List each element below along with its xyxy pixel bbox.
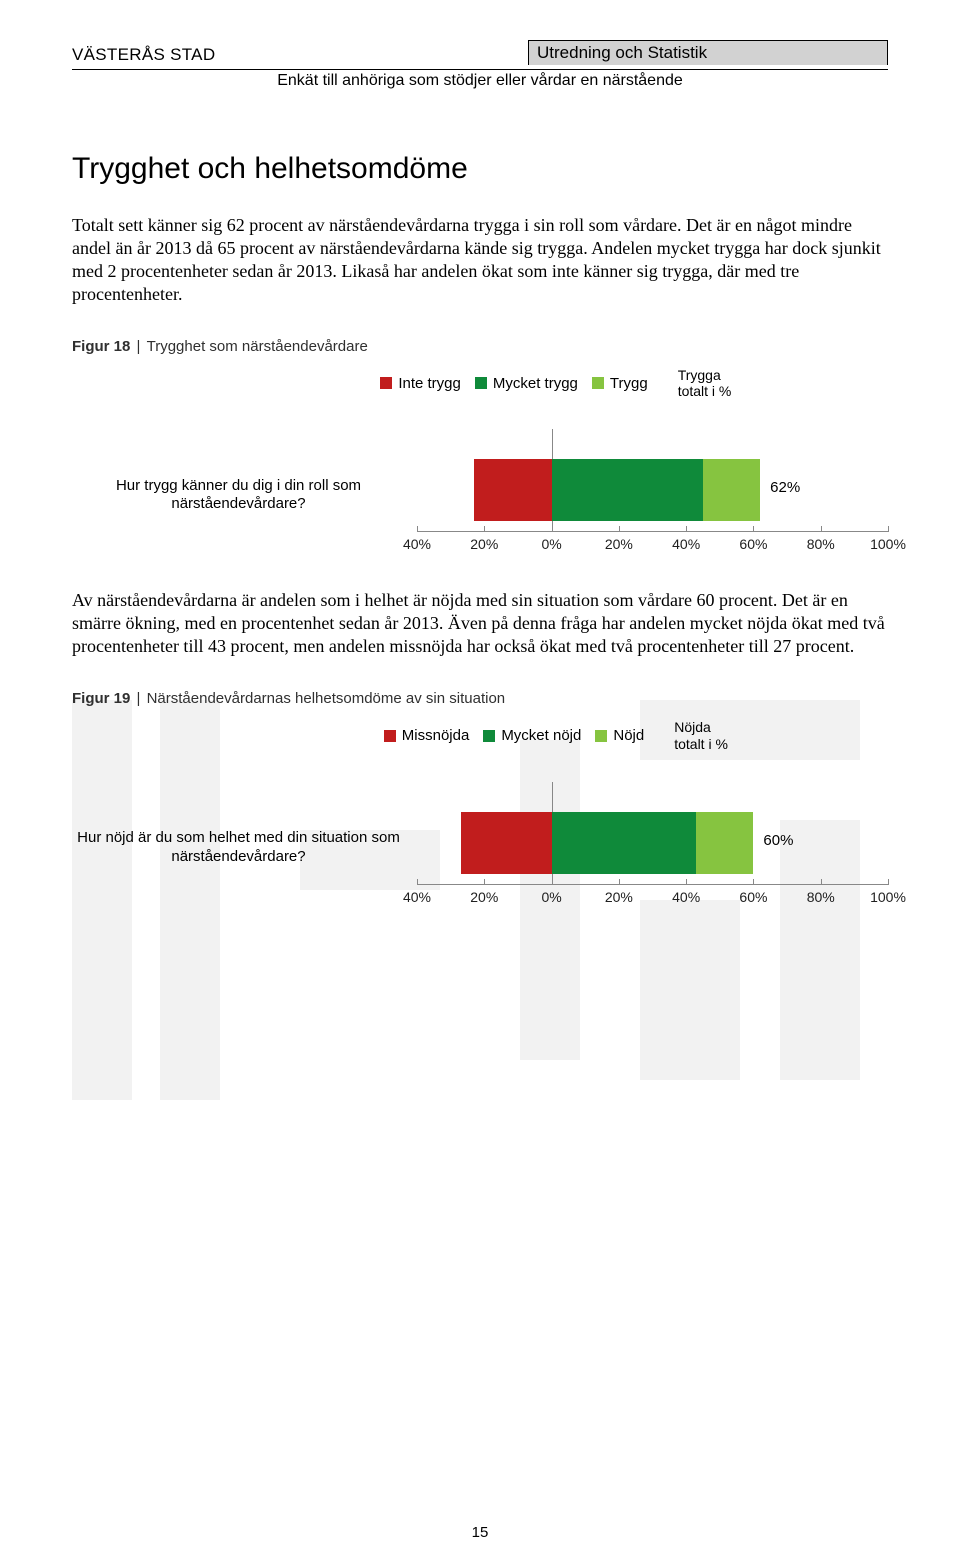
page: VÄSTERÅS STAD Utredning och Statistik En… xyxy=(0,0,960,1565)
header-subtitle: Enkät till anhöriga som stödjer eller vå… xyxy=(72,72,888,90)
figure-number: Figur 18 xyxy=(72,338,130,355)
legend-item: Mycket nöjd xyxy=(483,727,581,744)
header-org: VÄSTERÅS STAD xyxy=(72,45,215,65)
chart-plot: 60%40%20%0%20%40%60%80%100% xyxy=(417,782,888,914)
legend-label: Trygg xyxy=(610,375,648,392)
figure-caption: Trygghet som närståendevårdare xyxy=(147,338,368,355)
legend-item: Trygg xyxy=(592,375,648,392)
header-department: Utredning och Statistik xyxy=(537,43,707,62)
legend-item: Mycket trygg xyxy=(475,375,578,392)
x-tick-label: 20% xyxy=(470,536,498,552)
chart-question: Hur nöjd är du som helhet med din situat… xyxy=(72,829,417,867)
intro-paragraph-1: Totalt sett känner sig 62 procent av när… xyxy=(72,214,888,306)
legend-label: Missnöjda xyxy=(402,727,470,744)
swatch-green-light xyxy=(595,730,607,742)
figure-18-title: Figur 18 | Trygghet som närståendevårdar… xyxy=(72,338,888,355)
bar-segment-negative xyxy=(474,459,551,521)
header-department-box: Utredning och Statistik xyxy=(528,40,888,65)
x-tick-label: 0% xyxy=(541,536,561,552)
header-rule xyxy=(72,69,888,70)
x-axis: 40%20%0%20%40%60%80%100% xyxy=(417,884,888,914)
figure-19-title: Figur 19 | Närståendevårdarnas helhetsom… xyxy=(72,690,888,707)
legend-label: Mycket nöjd xyxy=(501,727,581,744)
legend-side-label: Trygga totalt i % xyxy=(678,367,750,399)
x-tick-label: 80% xyxy=(807,889,835,905)
legend-side-label: Nöjda totalt i % xyxy=(674,719,746,751)
bar-segment-positive-light xyxy=(696,812,753,874)
bar-total-label: 60% xyxy=(763,832,793,849)
figure-18-legend: Inte trygg Mycket trygg Trygg Trygga tot… xyxy=(242,367,888,399)
x-tick-label: 20% xyxy=(470,889,498,905)
bar-segment-negative xyxy=(461,812,552,874)
x-tick-label: 100% xyxy=(870,889,906,905)
swatch-red xyxy=(380,377,392,389)
intro-paragraph-2: Av närståendevårdarna är andelen som i h… xyxy=(72,589,888,658)
chart-question: Hur trygg känner du dig i din roll som n… xyxy=(72,477,417,515)
legend-item: Missnöjda xyxy=(384,727,470,744)
bar-segment-positive-dark xyxy=(552,459,703,521)
x-tick-label: 20% xyxy=(605,889,633,905)
bar-group xyxy=(417,812,888,874)
x-tick-label: 100% xyxy=(870,536,906,552)
legend-label: Mycket trygg xyxy=(493,375,578,392)
x-tick-label: 40% xyxy=(403,889,431,905)
swatch-green-light xyxy=(592,377,604,389)
legend-label: Inte trygg xyxy=(398,375,461,392)
page-header: VÄSTERÅS STAD Utredning och Statistik xyxy=(72,40,888,65)
x-tick-label: 0% xyxy=(541,889,561,905)
section-heading: Trygghet och helhetsomdöme xyxy=(72,152,888,186)
bar-segment-positive-light xyxy=(703,459,760,521)
x-tick-label: 60% xyxy=(739,889,767,905)
figure-number: Figur 19 xyxy=(72,690,130,707)
page-number: 15 xyxy=(0,1524,960,1541)
x-tick-label: 40% xyxy=(403,536,431,552)
figure-caption: Närståendevårdarnas helhetsomdöme av sin… xyxy=(147,690,506,707)
figure-18-chart: Hur trygg känner du dig i din roll som n… xyxy=(72,429,888,561)
x-tick-label: 20% xyxy=(605,536,633,552)
figure-19-chart: Hur nöjd är du som helhet med din situat… xyxy=(72,782,888,914)
swatch-red xyxy=(384,730,396,742)
x-tick-label: 80% xyxy=(807,536,835,552)
bar-segment-positive-dark xyxy=(552,812,697,874)
watermark-bar xyxy=(640,900,740,1080)
swatch-green-dark xyxy=(475,377,487,389)
chart-plot: 62%40%20%0%20%40%60%80%100% xyxy=(417,429,888,561)
swatch-green-dark xyxy=(483,730,495,742)
figure-19-legend: Missnöjda Mycket nöjd Nöjd Nöjda totalt … xyxy=(242,719,888,751)
x-axis: 40%20%0%20%40%60%80%100% xyxy=(417,531,888,561)
chart-row: Hur nöjd är du som helhet med din situat… xyxy=(72,782,888,914)
x-tick-label: 40% xyxy=(672,536,700,552)
x-tick-label: 60% xyxy=(739,536,767,552)
x-tick-label: 40% xyxy=(672,889,700,905)
bar-total-label: 62% xyxy=(770,479,800,496)
chart-row: Hur trygg känner du dig i din roll som n… xyxy=(72,429,888,561)
legend-item: Nöjd xyxy=(595,727,644,744)
legend-item: Inte trygg xyxy=(380,375,461,392)
legend-label: Nöjd xyxy=(613,727,644,744)
bar-group xyxy=(417,459,888,521)
